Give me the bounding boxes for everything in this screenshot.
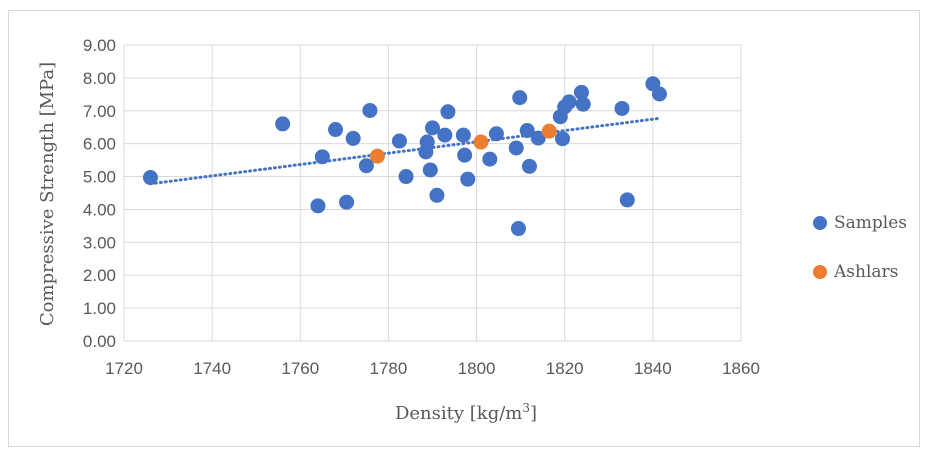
legend-item-ashlars: Ashlars: [813, 259, 907, 284]
y-tick-label: 9.00: [83, 36, 116, 55]
data-point-samples: [614, 100, 630, 116]
x-tick-label: 1800: [458, 359, 496, 378]
legend-label-samples: Samples: [834, 212, 908, 233]
data-point-ashlars: [369, 148, 385, 164]
y-tick-label: 5.00: [83, 168, 116, 187]
x-tick-label: 1820: [546, 359, 584, 378]
data-point-samples: [455, 127, 471, 143]
data-point-samples: [362, 102, 378, 118]
data-point-samples: [510, 221, 526, 237]
data-point-samples: [555, 131, 571, 147]
data-point-samples: [575, 96, 591, 112]
data-point-samples: [339, 194, 355, 210]
data-point-samples: [488, 126, 504, 142]
trendline-group: [148, 116, 661, 186]
y-tick-label: 8.00: [83, 69, 116, 88]
legend-label-ashlars: Ashlars: [834, 261, 899, 282]
y-tick-label: 0.00: [83, 332, 116, 351]
data-point-samples: [328, 122, 344, 138]
x-axis-title-main: Density [kg/m: [395, 403, 522, 424]
data-point-samples: [519, 123, 535, 139]
chart-svg: 0.00 1.00 2.00 3.00 4.00 5.00 6.00 7.00 8.00 9.00…: [37, 36, 760, 424]
legend: Samples Ashlars: [813, 210, 907, 308]
legend-marker-ashlars: [813, 264, 827, 279]
y-tick-label: 3.00: [83, 233, 116, 252]
legend-marker-samples: [813, 215, 827, 230]
x-tick-labels: 1720 1740 1760 1780 1800 1820 1840 1860: [105, 359, 760, 378]
chart-area: 0.00 1.00 2.00 3.00 4.00 5.00 6.00 7.00 8.00 9.00…: [8, 10, 920, 447]
legend-item-samples: Samples: [813, 210, 907, 235]
data-point-samples: [460, 171, 476, 187]
data-point-samples: [530, 130, 546, 146]
data-point-samples: [358, 158, 374, 174]
y-tick-label: 2.00: [83, 266, 116, 285]
x-axis-title: Density [kg/m3]: [395, 401, 537, 424]
x-tick-label: 1760: [281, 359, 319, 378]
data-point-samples: [457, 147, 473, 163]
trendline: [148, 116, 661, 186]
y-tick-label: 6.00: [83, 135, 116, 154]
data-point-samples: [419, 134, 435, 150]
data-point-samples: [619, 192, 635, 208]
data-point-samples: [512, 90, 528, 106]
data-point-samples: [345, 130, 361, 146]
x-axis-title-sup: 3: [522, 401, 530, 415]
data-point-samples: [275, 116, 291, 132]
x-tick-label: 1840: [634, 359, 672, 378]
y-axis-title: Compressive Strength [MPa]: [37, 62, 58, 326]
data-point-samples: [398, 169, 414, 185]
x-tick-label: 1740: [193, 359, 231, 378]
data-point-samples: [561, 94, 577, 110]
data-point-samples: [437, 127, 453, 143]
data-point-samples: [391, 133, 407, 149]
data-point-samples: [651, 86, 667, 102]
data-point-samples: [314, 149, 330, 165]
y-tick-label: 1.00: [83, 299, 116, 318]
data-point-samples: [310, 198, 326, 214]
y-tick-labels: 0.00 1.00 2.00 3.00 4.00 5.00 6.00 7.00 8.00 9.00: [83, 36, 116, 351]
data-point-samples: [521, 158, 537, 174]
x-axis-title-end: ]: [530, 403, 537, 424]
data-points: [142, 76, 667, 237]
data-point-samples: [425, 120, 440, 136]
x-tick-label: 1780: [370, 359, 408, 378]
data-point-samples: [142, 170, 158, 186]
data-point-samples: [508, 140, 524, 156]
data-point-samples: [429, 187, 445, 203]
y-tick-label: 4.00: [83, 200, 116, 219]
data-point-samples: [440, 104, 456, 120]
data-point-samples: [482, 151, 498, 167]
data-point-ashlars: [541, 123, 557, 139]
data-point-samples: [422, 162, 438, 178]
data-point-samples: [573, 84, 589, 100]
y-tick-label: 7.00: [83, 102, 116, 121]
x-tick-label: 1860: [722, 359, 760, 378]
data-point-ashlars: [473, 134, 489, 150]
x-tick-label: 1720: [105, 359, 143, 378]
